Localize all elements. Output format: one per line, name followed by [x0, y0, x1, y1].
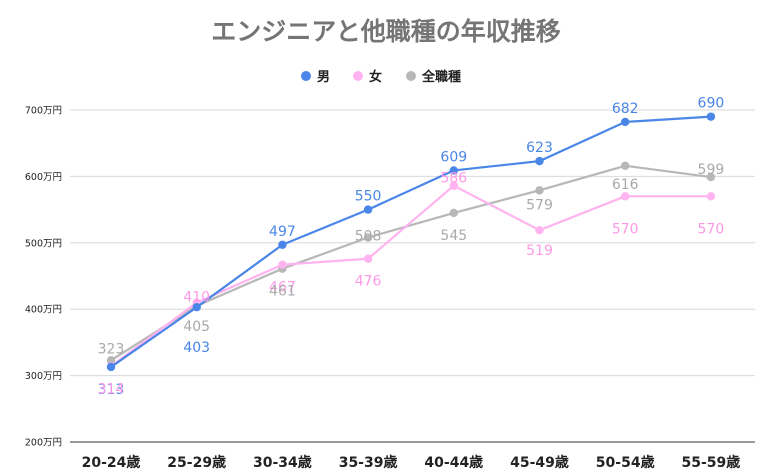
data-label: 476	[355, 274, 382, 290]
data-point	[363, 254, 373, 263]
data-point	[621, 161, 630, 170]
data-point	[535, 225, 544, 235]
data-label: 519	[526, 243, 553, 259]
data-point	[106, 362, 116, 372]
data-point	[106, 356, 116, 365]
y-tick-label: 500万円	[25, 238, 62, 249]
data-label: 599	[698, 162, 725, 178]
x-tick-label: 40-44歳	[424, 454, 483, 471]
legend-marker	[353, 71, 363, 81]
y-tick-label: 600万円	[25, 172, 62, 183]
data-point	[192, 303, 201, 312]
y-tick-label: 200万円	[25, 438, 62, 449]
data-label: 323	[98, 341, 125, 357]
data-point	[706, 192, 716, 201]
data-label: 690	[698, 96, 725, 112]
x-tick-label: 20-24歳	[82, 454, 141, 471]
data-label: 545	[440, 228, 467, 244]
data-label: 570	[698, 221, 725, 237]
data-label: 682	[612, 101, 639, 117]
y-axis-ticks: 200万円 300万円 400万円 500万円 600万円 700万円	[25, 106, 62, 449]
data-point	[449, 166, 458, 175]
data-label: 623	[526, 140, 553, 156]
series-line	[110, 184, 711, 368]
data-label: 570	[612, 221, 639, 237]
data-point	[706, 112, 716, 121]
data-label: 497	[269, 224, 296, 240]
data-label: 616	[612, 177, 639, 193]
series-group	[106, 112, 716, 372]
legend-marker	[301, 71, 311, 81]
data-label: 405	[183, 319, 210, 335]
x-tick-label: 30-34歳	[253, 454, 312, 471]
data-point	[278, 240, 287, 249]
data-point	[535, 186, 544, 195]
data-label: 403	[183, 340, 210, 356]
x-tick-label: 25-29歳	[167, 454, 226, 471]
data-label: 461	[269, 284, 296, 300]
y-tick-label: 700万円	[25, 106, 62, 117]
data-point	[449, 208, 458, 218]
data-point	[363, 205, 373, 214]
data-label: 314	[98, 381, 125, 397]
data-point	[535, 156, 544, 166]
x-axis-ticks: 20-24歳 25-29歳 30-34歳 35-39歳 40-44歳 45-49歳 50-5…	[82, 454, 741, 471]
x-tick-label: 50-54歳	[596, 454, 655, 471]
data-point	[363, 233, 373, 242]
data-label: 586	[440, 171, 467, 187]
data-label: 467	[269, 280, 296, 296]
series-line	[110, 164, 712, 362]
data-point	[449, 181, 458, 190]
gridlines	[70, 109, 755, 443]
y-tick-label: 300万円	[25, 371, 62, 382]
data-labels: 313 403 497 550 609 623 682 690 314 410 467 476 586 5…	[98, 96, 725, 398]
data-label: 313	[98, 382, 125, 398]
data-label: 410	[183, 290, 210, 306]
chart-title: エンジニアと他職種の年収推移	[211, 17, 561, 46]
data-label: 579	[526, 197, 553, 213]
legend-marker	[406, 71, 416, 81]
data-label: 550	[355, 189, 382, 205]
data-point	[621, 192, 630, 201]
data-label: 609	[440, 149, 467, 165]
series-line	[110, 115, 711, 368]
x-tick-label: 55-59歳	[682, 454, 741, 471]
data-point	[706, 172, 716, 182]
legend-label: 女	[369, 69, 382, 85]
legend-label: 男	[317, 70, 330, 85]
x-tick-label: 45-49歳	[510, 454, 569, 471]
data-label: 508	[355, 228, 382, 244]
legend: 男 女 全職種	[301, 69, 461, 85]
legend-label: 全職種	[421, 69, 461, 85]
data-point	[278, 260, 287, 269]
y-tick-label: 400万円	[25, 305, 62, 316]
x-tick-label: 35-39歳	[339, 454, 398, 471]
data-point	[621, 117, 630, 127]
